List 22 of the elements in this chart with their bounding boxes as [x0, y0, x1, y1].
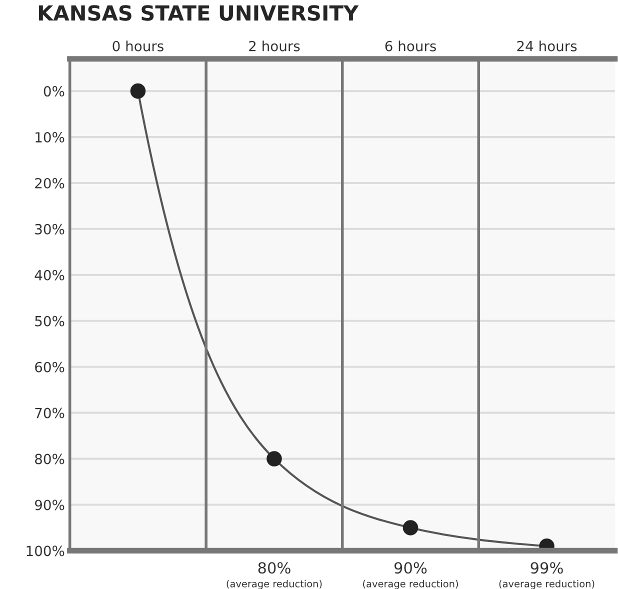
- x-tick-label: 6 hours: [385, 40, 436, 52]
- y-tick-label: 100%: [26, 546, 64, 556]
- point: [266, 451, 282, 466]
- chart-title: KANSAS STATE UNIVERSITY: [38, 5, 359, 21]
- y-tick-label: 10%: [36, 132, 64, 143]
- y-tick-label: 80%: [35, 454, 64, 464]
- point: [402, 520, 418, 536]
- y-tick-label: 30%: [35, 224, 64, 234]
- text: 90% (average reduction): [363, 562, 458, 589]
- text: 99% (average reduction): [499, 562, 594, 589]
- text: 80% (average reduction): [226, 562, 322, 589]
- y-tick-label: 90%: [34, 500, 64, 510]
- y-tick-label: 50%: [35, 316, 64, 326]
- x-tick-label: 0 hours: [112, 40, 164, 52]
- point: [130, 83, 146, 99]
- x-tick-label: 24 hours: [517, 40, 577, 52]
- y-tick-label: 0%: [44, 86, 64, 97]
- y-tick-label: 20%: [35, 178, 64, 188]
- x-tick-label: 2 hours: [249, 40, 300, 52]
- y-tick-label: 40%: [34, 270, 64, 280]
- y-tick-label: 70%: [35, 408, 64, 418]
- y-tick-label: 60%: [35, 362, 64, 372]
